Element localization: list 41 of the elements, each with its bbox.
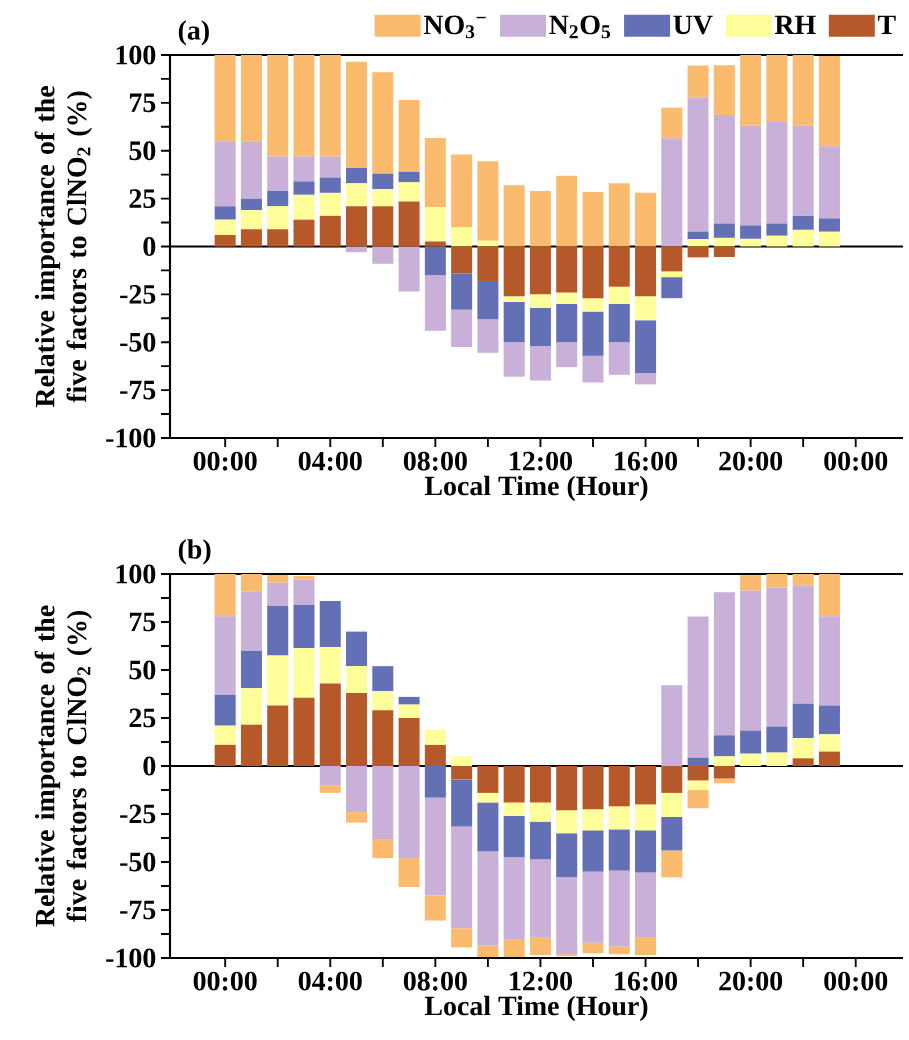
x-tick-label: 12:00 bbox=[510, 971, 572, 991]
y-tick-label: -100 bbox=[106, 948, 156, 968]
x-axis-title: Local Time (Hour) bbox=[424, 475, 648, 502]
x-tick-label: 20:00 bbox=[719, 971, 783, 991]
legend-label: UV bbox=[673, 15, 713, 35]
x-tick-label: 12:00 bbox=[510, 451, 572, 471]
y-tick-label: -50 bbox=[120, 852, 156, 872]
legend-label: N$_{2}$O$_{5}$ bbox=[549, 15, 611, 39]
y-tick-label: 100 bbox=[116, 45, 156, 65]
legend-label: NO$_{3}$− bbox=[423, 15, 486, 39]
y-tick-label: 75 bbox=[129, 612, 156, 632]
x-tick-label: 08:00 bbox=[403, 451, 467, 471]
y-tick-label: 25 bbox=[129, 189, 156, 208]
x-tick-label: 20:00 bbox=[719, 451, 783, 471]
x-tick-label: 00:00 bbox=[824, 451, 888, 471]
y-tick-label: -25 bbox=[120, 804, 156, 824]
legend-label: RH bbox=[774, 15, 816, 34]
y-tick-label: -75 bbox=[120, 380, 156, 400]
y-tick-label: -100 bbox=[106, 428, 156, 448]
y-tick-label: 25 bbox=[129, 708, 156, 728]
y-tick-label: -25 bbox=[120, 284, 156, 304]
legend-label: T bbox=[877, 15, 896, 34]
x-tick-label: 16:00 bbox=[615, 451, 678, 471]
x-tick-label: 04:00 bbox=[298, 451, 362, 471]
x-tick-label: 00:00 bbox=[193, 451, 257, 471]
y-tick-label: 0 bbox=[143, 237, 156, 256]
y-tick-label: -75 bbox=[120, 900, 156, 920]
y-tick-label: -50 bbox=[120, 332, 156, 352]
x-tick-label: 00:00 bbox=[193, 971, 257, 991]
y-tick-label: 75 bbox=[129, 93, 156, 113]
chart-title: (b) bbox=[178, 539, 211, 565]
x-tick-label: 16:00 bbox=[615, 971, 678, 991]
y-tick-label: 50 bbox=[129, 660, 156, 680]
x-axis-title: Local Time (Hour) bbox=[424, 995, 648, 1022]
y-tick-label: 100 bbox=[116, 564, 156, 584]
x-tick-label: 08:00 bbox=[403, 971, 467, 991]
y-tick-label: 50 bbox=[129, 141, 156, 161]
y-tick-label: 0 bbox=[143, 756, 156, 776]
x-tick-label: 00:00 bbox=[824, 971, 888, 991]
chart-title: (a) bbox=[178, 20, 209, 46]
x-tick-label: 04:00 bbox=[298, 971, 362, 991]
